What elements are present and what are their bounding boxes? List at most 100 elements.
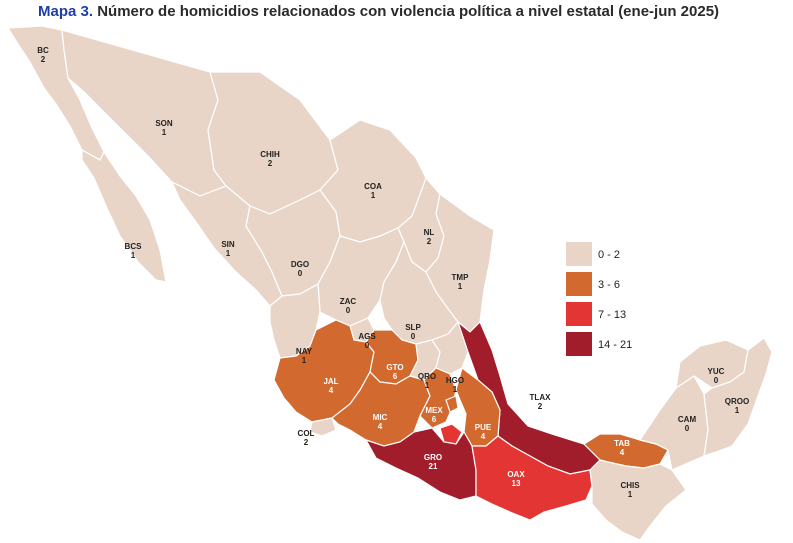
state-label-cdmx-code: CDMX (512, 373, 536, 382)
state-label-bc-code: BC (37, 46, 49, 55)
state-label-dgo-value: 0 (298, 269, 303, 278)
state-label-gto-code: GTO (386, 363, 403, 372)
state-label-gro-code: GRO (424, 453, 442, 462)
state-label-col-code: COL (298, 429, 315, 438)
state-label-cdmx-value: 5 (522, 382, 527, 391)
state-label-cam-value: 0 (685, 424, 690, 433)
state-label-qro-code: QRO (418, 372, 436, 381)
legend: 0 - 2 3 - 6 7 - 13 14 - 21 (566, 242, 632, 356)
state-label-zac-code: ZAC (340, 297, 357, 306)
state-label-tlax-code: TLAX (530, 393, 552, 402)
state-label-pue-value: 4 (481, 432, 486, 441)
state-label-ver-code: VER (556, 414, 573, 423)
state-col[interactable] (309, 417, 337, 437)
state-label-yuc-value: 0 (714, 376, 719, 385)
legend-swatch-0 (566, 242, 592, 266)
state-label-mic-value: 4 (378, 422, 383, 431)
legend-swatch-1 (566, 272, 592, 296)
state-label-chis-code: CHIS (620, 481, 640, 490)
state-label-gto-value: 6 (393, 372, 398, 381)
state-son[interactable] (61, 29, 227, 197)
state-label-nay-code: NAY (296, 347, 313, 356)
legend-label-3: 14 - 21 (598, 339, 632, 351)
state-label-nl-value: 2 (427, 237, 432, 246)
state-label-chih-code: CHIH (260, 150, 280, 159)
state-bcs[interactable] (81, 148, 167, 283)
state-label-pue-code: PUE (475, 423, 492, 432)
state-label-tmp-value: 1 (458, 282, 463, 291)
state-label-tmp-code: TMP (452, 273, 470, 282)
state-label-jal-value: 4 (329, 386, 334, 395)
state-label-qroo-code: QROO (725, 397, 749, 406)
state-label-mic-code: MIC (373, 413, 388, 422)
state-label-slp-code: SLP (405, 323, 421, 332)
state-label-qro-value: 1 (425, 381, 430, 390)
state-mor[interactable] (439, 423, 463, 445)
svg-text:NL2: NL 2 (424, 228, 435, 246)
state-oax[interactable] (471, 435, 593, 521)
state-hgo[interactable] (431, 321, 471, 375)
state-label-son-code: SON (155, 119, 173, 128)
state-label-chis-value: 1 (628, 490, 633, 499)
state-label-hgo-code: HGO (446, 376, 464, 385)
legend-swatch-2 (566, 302, 592, 326)
state-label-nay-value: 1 (302, 356, 307, 365)
state-label-tlax-value: 2 (538, 402, 543, 411)
state-label-oax-code: OAX (507, 470, 525, 479)
state-label-bcs-code: BCS (125, 242, 143, 251)
state-label-ver-value: 16 (560, 423, 569, 432)
map-title-prefix: Mapa 3. (38, 3, 94, 20)
map-title-text: Número de homicidios relacionados con vi… (97, 3, 720, 20)
legend-label-2: 7 - 13 (598, 309, 626, 321)
state-label-slp-value: 0 (411, 332, 416, 341)
state-label-gro-value: 21 (429, 462, 438, 471)
state-cdmx[interactable] (445, 395, 459, 413)
legend-label-1: 3 - 6 (598, 279, 620, 291)
legend-label-0: 0 - 2 (598, 249, 620, 261)
state-label-tab-value: 4 (620, 448, 625, 457)
state-chis[interactable] (589, 459, 687, 541)
state-label-mor-code: MOR (501, 348, 520, 357)
state-label-tab-code: TAB (614, 439, 630, 448)
state-qroo[interactable] (703, 337, 773, 457)
state-label-son-value: 1 (162, 128, 167, 137)
state-label-col-value: 2 (304, 438, 309, 447)
state-label-sin-value: 1 (226, 249, 231, 258)
state-label-mex-value: 6 (432, 415, 437, 424)
state-label-jal-code: JAL (323, 377, 338, 386)
state-label-qroo-value: 1 (735, 406, 740, 415)
state-label-dgo-code: DGO (291, 260, 309, 269)
state-mex[interactable] (419, 367, 457, 429)
state-label-nl-code: NL (424, 228, 435, 237)
state-label-ags-code: AGS (358, 332, 376, 341)
state-label-oax-value: 13 (512, 479, 521, 488)
state-label-yuc-code: YUC (708, 367, 725, 376)
map-title: Mapa 3. Número de homicidios relacionado… (38, 3, 719, 20)
